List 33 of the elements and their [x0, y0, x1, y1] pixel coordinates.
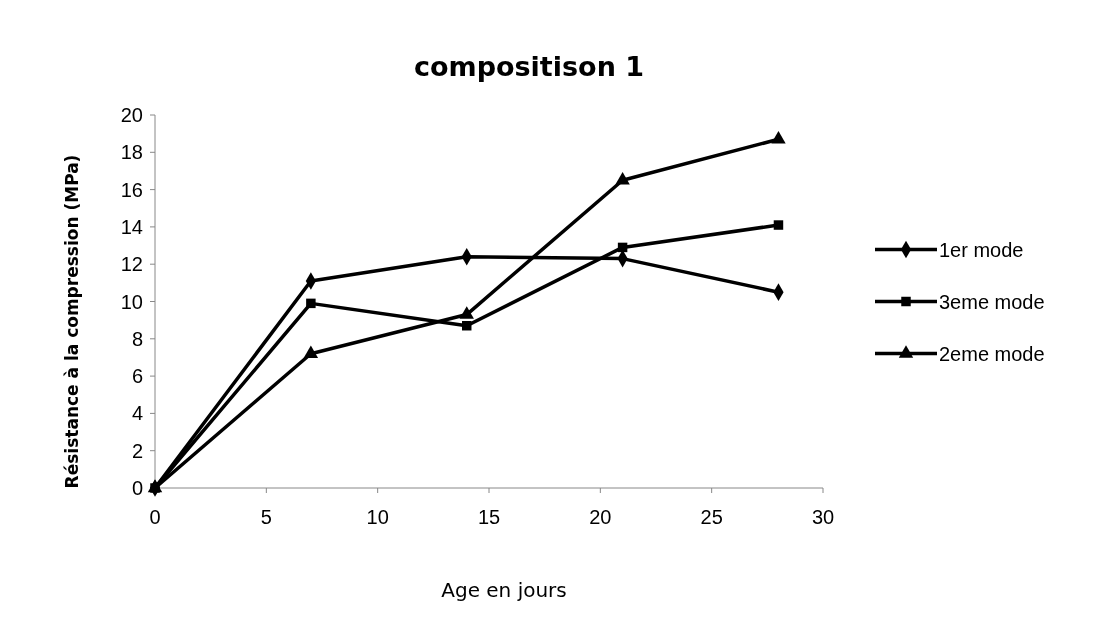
point [615, 171, 630, 185]
legend-label: 1er mode [939, 238, 1024, 261]
point [306, 298, 316, 309]
y-tick-label: 16 [120, 178, 143, 201]
chart-title: compositison 1 [413, 51, 645, 82]
point [147, 479, 163, 493]
x-tick-label: 15 [477, 506, 501, 528]
point [461, 321, 472, 331]
point [303, 345, 319, 358]
x-tick-label: 25 [700, 506, 723, 528]
x-tick-label: 0 [149, 506, 161, 528]
y-tick-label: 8 [131, 327, 143, 350]
y-tick-label: 0 [131, 477, 143, 499]
point [771, 130, 786, 144]
x-tick-label: 5 [260, 506, 272, 528]
legend-label: 2eme mode [939, 342, 1045, 365]
x-tick-label: 20 [589, 506, 612, 528]
legend-label: 3eme mode [939, 290, 1045, 313]
y-tick-label: 2 [131, 439, 143, 462]
point [617, 242, 628, 253]
point [773, 220, 784, 230]
x-tick-label: 10 [366, 506, 389, 528]
y-tick-label: 4 [131, 402, 143, 425]
x-tick-label: 30 [811, 506, 835, 528]
y-tick-label: 20 [120, 104, 143, 126]
x-axis-title: Age en jours [441, 578, 567, 602]
y-tick-label: 12 [120, 253, 143, 276]
y-tick-label: 10 [120, 290, 143, 313]
y-tick-label: 18 [120, 141, 143, 164]
y-axis-title: Résistance à la compression (MPa) [62, 154, 82, 489]
point [459, 306, 474, 319]
y-tick-label: 6 [131, 365, 143, 388]
y-tick-label: 14 [120, 215, 143, 238]
